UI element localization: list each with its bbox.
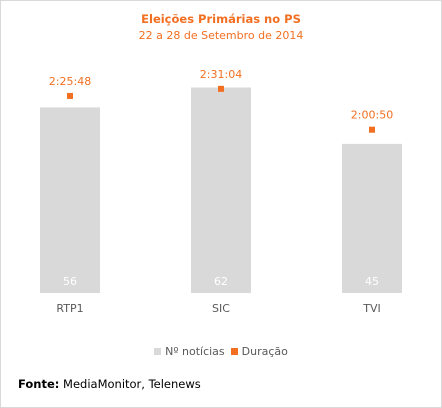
legend-item-duracao: Duração xyxy=(230,345,288,358)
chart-legend: Nº notícias Duração xyxy=(0,345,442,358)
legend-label-noticias: Nº notícias xyxy=(165,345,225,358)
duration-label-sic: 2:31:04 xyxy=(200,68,242,81)
bar-rtp1 xyxy=(40,107,100,294)
legend-label-duracao: Duração xyxy=(241,345,288,358)
x-tick-label-rtp1: RTP1 xyxy=(56,302,83,315)
source-note: Fonte: MediaMonitor, Telenews xyxy=(18,377,201,391)
x-tick-label-sic: SIC xyxy=(212,302,230,315)
duration-marker-sic xyxy=(218,85,224,92)
bar-value-sic: 62 xyxy=(214,275,228,288)
duration-marker-rtp1 xyxy=(67,92,73,99)
legend-swatch-noticias xyxy=(154,348,162,355)
legend-item-noticias: Nº notícias xyxy=(154,345,225,358)
bar-value-rtp1: 56 xyxy=(63,275,77,288)
chart-subtitle: 22 a 28 de Setembro de 2014 xyxy=(138,29,304,42)
duration-label-tvi: 2:00:50 xyxy=(351,109,393,122)
chart-title: Eleições Primárias no PS xyxy=(141,12,301,26)
duration-marker-tvi xyxy=(369,126,375,133)
bar-sic xyxy=(191,87,251,293)
source-text: MediaMonitor, Telenews xyxy=(59,377,201,391)
duration-label-rtp1: 2:25:48 xyxy=(49,75,91,88)
x-tick-label-tvi: TVI xyxy=(362,302,381,315)
bar-tvi xyxy=(342,143,402,293)
legend-swatch-duracao xyxy=(230,348,238,355)
source-label: Fonte: xyxy=(18,377,60,391)
bar-value-tvi: 45 xyxy=(365,275,379,288)
